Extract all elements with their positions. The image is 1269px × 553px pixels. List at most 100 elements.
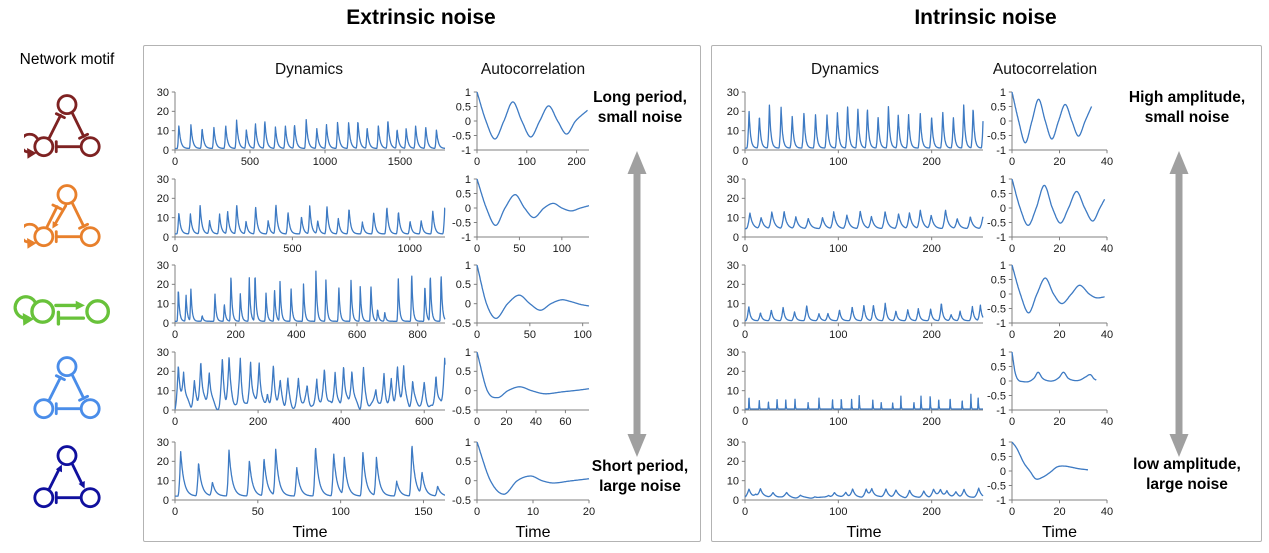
svg-text:-1: -1 — [996, 145, 1006, 157]
svg-text:0.5: 0.5 — [456, 101, 471, 113]
svg-text:-0.5: -0.5 — [452, 495, 471, 507]
svg-text:0: 0 — [474, 156, 480, 168]
svg-text:0.5: 0.5 — [991, 188, 1006, 200]
extrinsic-row2-autocorrelation-plot-axes: -1 -0.5 0 0.5 1 0 50 100 — [452, 174, 589, 255]
svg-text:1: 1 — [465, 174, 471, 186]
svg-text:0: 0 — [172, 329, 178, 341]
svg-text:0: 0 — [163, 145, 169, 157]
intrinsic-row1-dynamics-plot-series-line — [744, 104, 984, 149]
svg-text:0.5: 0.5 — [991, 451, 1006, 463]
intrinsic-row3-autocorrelation-plot: -1 -0.5 0 0.5 1 0 20 40 — [987, 260, 1113, 341]
extrinsic-dynamics-header: Dynamics — [274, 61, 344, 78]
svg-text:-1: -1 — [461, 145, 471, 157]
intrinsic-row4-autocorrelation-plot-axes: -1 -0.5 0 0.5 1 0 20 40 — [987, 347, 1113, 428]
svg-text:0: 0 — [474, 329, 480, 341]
svg-text:0: 0 — [742, 506, 748, 518]
svg-text:40: 40 — [1101, 156, 1113, 168]
svg-text:0: 0 — [733, 495, 739, 507]
svg-text:0: 0 — [1009, 156, 1015, 168]
svg-text:0: 0 — [163, 495, 169, 507]
svg-text:0: 0 — [1000, 289, 1006, 301]
svg-text:100: 100 — [518, 156, 536, 168]
svg-text:30: 30 — [727, 347, 739, 359]
svg-text:20: 20 — [1053, 243, 1065, 255]
svg-text:500: 500 — [241, 156, 259, 168]
svg-text:0: 0 — [733, 318, 739, 330]
svg-text:0: 0 — [1009, 506, 1015, 518]
intrinsic-row1-dynamics-plot: 0 10 20 30 0 100 200 — [727, 87, 984, 168]
intrinsic-panel-title: Intrinsic noise — [914, 6, 1057, 29]
svg-text:1: 1 — [465, 87, 471, 99]
svg-text:40: 40 — [1101, 243, 1113, 255]
svg-text:0: 0 — [163, 405, 169, 417]
svg-text:-0.5: -0.5 — [452, 217, 471, 229]
svg-text:800: 800 — [409, 329, 427, 341]
svg-text:40: 40 — [530, 416, 542, 428]
svg-text:30: 30 — [157, 260, 169, 272]
intrinsic-row3-autocorrelation-plot-series-line — [1011, 264, 1105, 314]
svg-text:-0.5: -0.5 — [987, 303, 1006, 315]
svg-text:40: 40 — [1101, 506, 1113, 518]
extrinsic-row2-dynamics-plot: 0 10 20 30 0 500 1000 — [157, 174, 446, 255]
svg-text:50: 50 — [524, 329, 536, 341]
svg-text:0: 0 — [465, 116, 471, 128]
svg-text:0: 0 — [733, 145, 739, 157]
svg-text:0: 0 — [465, 475, 471, 487]
svg-text:0: 0 — [1000, 376, 1006, 388]
svg-text:-0.5: -0.5 — [987, 217, 1006, 229]
intrinsic-row4-dynamics-plot: 0 10 20 30 0 100 200 — [727, 347, 984, 428]
extrinsic-row4-dynamics-plot-series-line — [174, 357, 446, 411]
svg-text:30: 30 — [727, 174, 739, 186]
svg-text:20: 20 — [157, 106, 169, 118]
svg-text:100: 100 — [829, 506, 847, 518]
intrinsic-top-annotation: High amplitude, small noise — [1128, 89, 1246, 127]
svg-text:0: 0 — [172, 416, 178, 428]
svg-text:100: 100 — [553, 243, 571, 255]
extrinsic-row4-dynamics-plot: 0 10 20 30 0 200 400 600 — [157, 347, 446, 428]
extrinsic-panel-title: Extrinsic noise — [346, 6, 496, 29]
svg-text:10: 10 — [157, 385, 169, 397]
svg-text:1: 1 — [465, 260, 471, 272]
svg-text:400: 400 — [287, 329, 305, 341]
svg-text:-0.5: -0.5 — [987, 390, 1006, 402]
intrinsic-autocorrelation-header: Autocorrelation — [992, 61, 1098, 78]
extrinsic-updown-arrow-icon — [627, 151, 647, 457]
svg-text:0.5: 0.5 — [991, 101, 1006, 113]
svg-text:40: 40 — [1101, 329, 1113, 341]
svg-text:200: 200 — [922, 506, 940, 518]
svg-text:-1: -1 — [461, 232, 471, 244]
svg-text:100: 100 — [829, 156, 847, 168]
svg-text:20: 20 — [727, 366, 739, 378]
svg-text:10: 10 — [727, 212, 739, 224]
svg-text:30: 30 — [157, 174, 169, 186]
extrinsic-row1-autocorrelation-plot-axes: -1 -0.5 0 0.5 1 0 100 200 — [452, 87, 589, 168]
intrinsic-row5-dynamics-plot: 0 10 20 30 0 100 200 Time — [727, 437, 984, 541]
svg-text:20: 20 — [157, 193, 169, 205]
svg-text:0: 0 — [1000, 203, 1006, 215]
svg-text:30: 30 — [157, 87, 169, 99]
svg-text:0: 0 — [163, 318, 169, 330]
svg-text:0: 0 — [733, 405, 739, 417]
svg-text:-1: -1 — [996, 318, 1006, 330]
svg-text:20: 20 — [1053, 416, 1065, 428]
motif-icon-two-node-feedback-self-loop — [13, 295, 111, 326]
intrinsic-row5-autocorrelation-plot-axes: -1 -0.5 0 0.5 1 0 20 40 — [987, 437, 1113, 518]
svg-text:0: 0 — [1009, 243, 1015, 255]
intrinsic-row5-dynamics-plot-series-line — [744, 487, 984, 499]
extrinsic-row5-dynamics-plot-series-line — [174, 445, 446, 497]
intrinsic-row5-dynamics-plot-xlabel: Time — [847, 524, 882, 541]
svg-text:1: 1 — [1000, 87, 1006, 99]
svg-text:0: 0 — [742, 156, 748, 168]
extrinsic-row5-dynamics-plot-axes: 0 10 20 30 0 50 100 150 — [157, 437, 445, 518]
svg-text:60: 60 — [559, 416, 571, 428]
motif-icon-repressilator-self-loop — [24, 94, 101, 159]
svg-text:200: 200 — [922, 416, 940, 428]
svg-text:10: 10 — [527, 506, 539, 518]
svg-text:0: 0 — [172, 156, 178, 168]
extrinsic-bottom-annotation: Short period, large noise — [591, 458, 689, 496]
svg-text:200: 200 — [249, 416, 267, 428]
svg-text:0.5: 0.5 — [456, 188, 471, 200]
extrinsic-row5-autocorrelation-plot-axes: -0.500.510 10 20 — [452, 437, 595, 518]
intrinsic-row5-autocorrelation-plot: -1 -0.5 0 0.5 1 0 20 40 Time — [987, 437, 1113, 541]
